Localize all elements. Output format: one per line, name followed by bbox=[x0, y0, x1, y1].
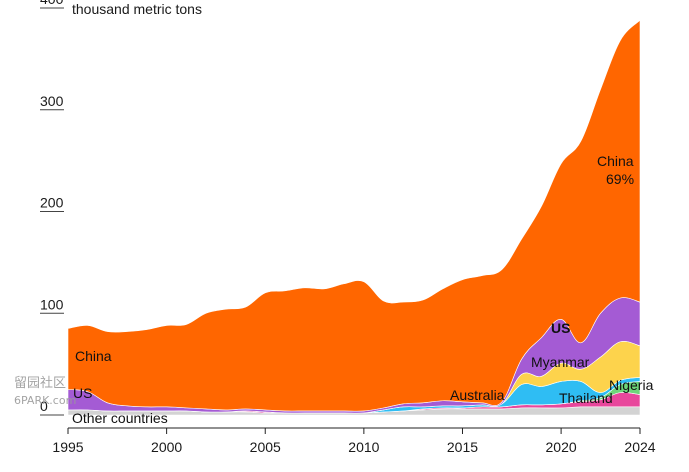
label-china-1995: China bbox=[75, 348, 112, 364]
x-tick-label-2010: 2010 bbox=[348, 439, 379, 455]
y-unit-label: thousand metric tons bbox=[72, 1, 202, 17]
x-tick-labels: 1995 2000 2005 2010 2015 2020 2024 bbox=[52, 428, 656, 455]
y-axis: thousand metric tons 0 100 200 300 400 bbox=[40, 0, 202, 414]
label-myanmar: Myanmar bbox=[531, 354, 590, 370]
x-tick-label-2005: 2005 bbox=[250, 439, 281, 455]
x-tick-label-1995: 1995 bbox=[52, 439, 83, 455]
label-china-main: China bbox=[597, 153, 634, 169]
y-tick-label-400: 400 bbox=[40, 0, 64, 7]
series-labels: China 69% China US US Myanmar Australia … bbox=[72, 153, 654, 426]
x-tick-label-2024: 2024 bbox=[624, 439, 655, 455]
x-tick-label-2020: 2020 bbox=[546, 439, 577, 455]
y-tick-label-100: 100 bbox=[40, 296, 64, 312]
label-china-share: 69% bbox=[606, 171, 634, 187]
y-tick-label-300: 300 bbox=[40, 93, 64, 109]
watermark-line2: 6PARK.com bbox=[14, 394, 76, 407]
y-tick-label-200: 200 bbox=[40, 195, 64, 211]
y-tick-label-0: 0 bbox=[40, 398, 48, 414]
label-us-1995: US bbox=[73, 385, 92, 401]
label-thailand: Thailand bbox=[559, 390, 613, 406]
x-tick-label-2000: 2000 bbox=[151, 439, 182, 455]
label-australia: Australia bbox=[450, 387, 505, 403]
gridlines bbox=[40, 7, 64, 416]
watermark-line1: 留园社区 bbox=[14, 375, 66, 391]
area-china bbox=[67, 19, 641, 412]
label-other-countries: Other countries bbox=[72, 410, 168, 426]
label-us-main: US bbox=[551, 320, 570, 336]
label-nigeria: Nigeria bbox=[609, 377, 654, 393]
watermark: 留园社区 6PARK.com bbox=[14, 375, 76, 407]
area-series-layer bbox=[67, 19, 641, 416]
x-tick-label-2015: 2015 bbox=[447, 439, 478, 455]
